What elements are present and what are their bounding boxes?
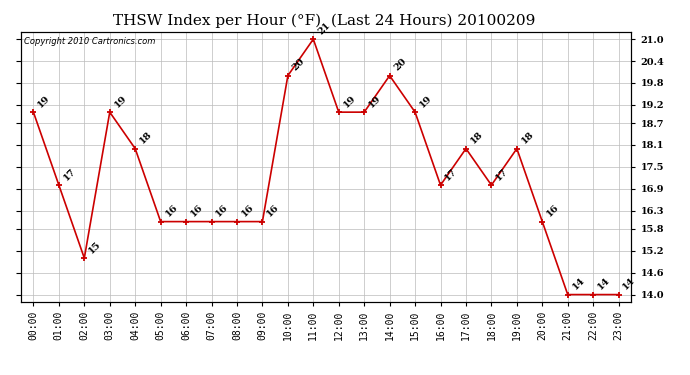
Text: 20: 20	[290, 57, 306, 73]
Text: 16: 16	[239, 203, 255, 219]
Text: 18: 18	[469, 130, 484, 146]
Text: 14: 14	[622, 276, 638, 292]
Text: 15: 15	[87, 240, 103, 255]
Text: 21: 21	[316, 21, 332, 36]
Text: 18: 18	[520, 130, 535, 146]
Text: 16: 16	[164, 203, 179, 219]
Text: Copyright 2010 Cartronics.com: Copyright 2010 Cartronics.com	[23, 37, 155, 46]
Text: 16: 16	[189, 203, 205, 219]
Text: 19: 19	[367, 93, 383, 110]
Text: 17: 17	[494, 166, 510, 182]
Text: 16: 16	[545, 203, 561, 219]
Text: 19: 19	[36, 93, 52, 110]
Text: 17: 17	[61, 166, 77, 182]
Text: 16: 16	[215, 203, 230, 219]
Text: 16: 16	[265, 203, 281, 219]
Text: 14: 14	[596, 276, 612, 292]
Text: 18: 18	[138, 130, 154, 146]
Text: 19: 19	[342, 93, 357, 110]
Text: 19: 19	[112, 93, 128, 110]
Text: THSW Index per Hour (°F)  (Last 24 Hours) 20100209: THSW Index per Hour (°F) (Last 24 Hours)…	[113, 13, 535, 27]
Text: 14: 14	[571, 276, 586, 292]
Text: 20: 20	[393, 57, 408, 73]
Text: 17: 17	[443, 166, 459, 182]
Text: 19: 19	[418, 93, 434, 110]
